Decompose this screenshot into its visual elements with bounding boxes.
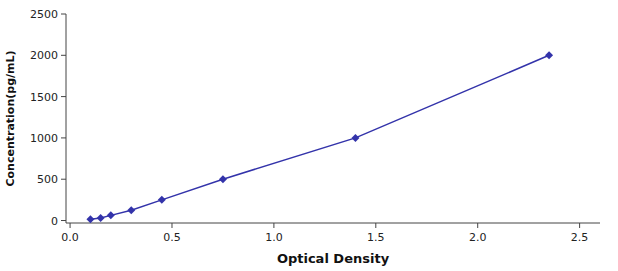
x-tick-label: 0.0 — [61, 231, 79, 244]
y-tick — [61, 96, 66, 97]
y-tick-label: 500 — [37, 173, 58, 186]
x-axis-line — [66, 223, 600, 224]
data-point — [545, 51, 553, 59]
data-point — [97, 214, 105, 222]
y-tick — [61, 14, 66, 15]
y-tick — [61, 55, 66, 56]
y-axis-label: Concentration(pg/mL) — [4, 50, 17, 186]
y-tick — [61, 220, 66, 221]
data-point — [86, 215, 94, 223]
x-tick — [375, 223, 376, 228]
x-tick-label: 2.5 — [571, 231, 589, 244]
data-point — [351, 134, 359, 142]
x-tick — [171, 223, 172, 228]
plot-area — [86, 51, 553, 223]
data-point — [127, 206, 135, 214]
x-tick-label: 2.0 — [469, 231, 487, 244]
x-tick-label: 1.5 — [367, 231, 385, 244]
y-tick — [61, 179, 66, 180]
data-point — [107, 211, 115, 219]
y-axis-line — [66, 14, 67, 223]
y-tick-label: 2000 — [30, 49, 58, 62]
data-point — [158, 196, 166, 204]
x-tick-label: 1.0 — [265, 231, 283, 244]
chart: 0.0 0.5 1.0 1.5 2.0 2.5 0 500 1000 1500 2000 2500 Op… — [0, 0, 618, 271]
y-tick-label: 1000 — [30, 132, 58, 145]
x-tick-label: 0.5 — [163, 231, 181, 244]
x-tick — [273, 223, 274, 228]
x-tick — [70, 223, 71, 228]
x-axis-label: Optical Density — [277, 251, 390, 266]
y-tick-label: 2500 — [30, 8, 58, 21]
y-tick-label: 0 — [51, 215, 58, 228]
x-tick — [579, 223, 580, 228]
y-tick — [61, 137, 66, 138]
data-point — [219, 175, 227, 183]
y-tick-label: 1500 — [30, 91, 58, 104]
x-tick — [477, 223, 478, 228]
data-line — [90, 55, 549, 219]
